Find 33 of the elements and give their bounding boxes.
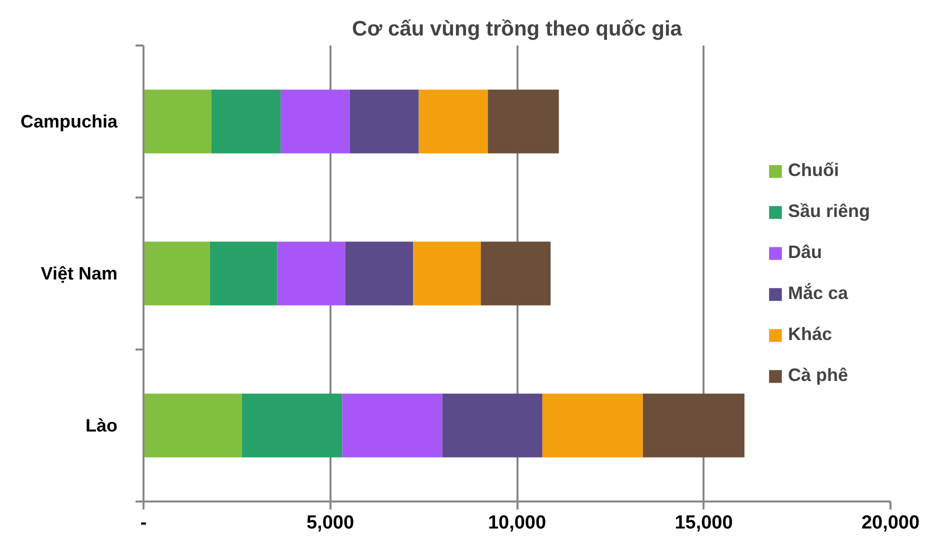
legend-label: Sầu riêng	[788, 201, 870, 222]
legend-label: Dâu	[788, 242, 822, 263]
y-tick-label: Việt Nam	[40, 264, 118, 284]
x-tick-label: -	[140, 512, 147, 534]
x-tick-label: 20,000	[861, 512, 920, 534]
bar	[345, 242, 414, 306]
x-tick-label: 5,000	[306, 512, 354, 534]
legend-label: Cà phê	[788, 365, 848, 386]
bar	[350, 90, 419, 154]
bar	[144, 242, 210, 306]
legend-label: Mắc ca	[788, 283, 848, 304]
bar	[210, 242, 278, 306]
y-tick-label: Campuchia	[20, 112, 118, 132]
x-tick-label: 15,000	[674, 512, 733, 534]
bar	[488, 90, 559, 154]
bar	[144, 90, 212, 154]
legend-label: Chuối	[788, 160, 839, 181]
bar	[418, 90, 488, 154]
legend-label: Khác	[788, 324, 832, 345]
bar	[144, 394, 242, 458]
bar	[480, 242, 551, 306]
chart-title: Cơ cấu vùng trồng theo quốc gia	[352, 18, 682, 40]
y-tick-label: Lào	[86, 416, 118, 436]
bar	[277, 242, 346, 306]
bar	[542, 394, 643, 458]
bar	[413, 242, 481, 306]
bar	[211, 90, 281, 154]
bar	[642, 394, 744, 458]
bar	[442, 394, 542, 458]
bar	[342, 394, 442, 458]
bar	[280, 90, 350, 154]
x-tick-label: 10,000	[488, 512, 546, 534]
bar	[242, 394, 342, 458]
